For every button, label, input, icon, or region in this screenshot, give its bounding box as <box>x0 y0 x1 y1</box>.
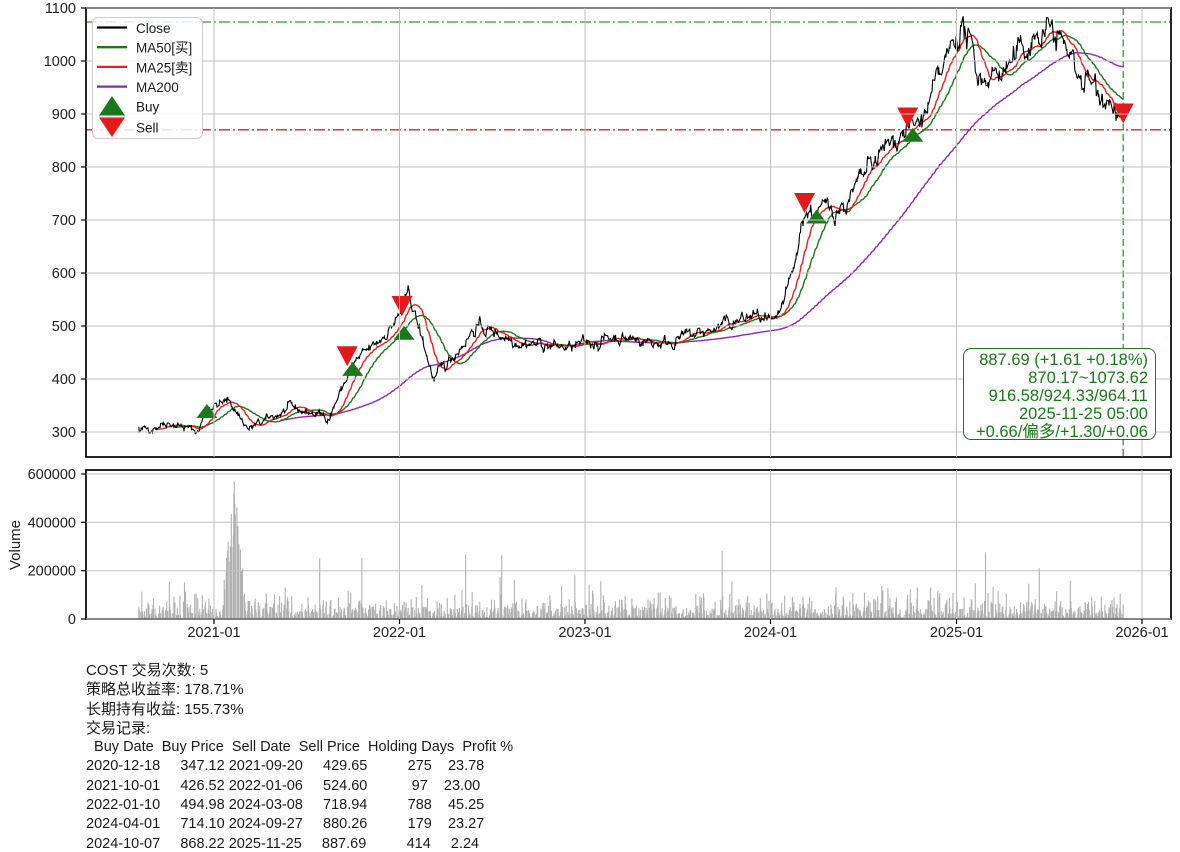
svg-text:2025-11-25 05:00: 2025-11-25 05:00 <box>1019 405 1148 423</box>
svg-text:870.17~1073.62: 870.17~1073.62 <box>1028 369 1148 387</box>
svg-text:+0.66/偏多/+1.30/+0.06: +0.66/偏多/+1.30/+0.06 <box>976 422 1148 441</box>
svg-text:887.69 (+1.61 +0.18%): 887.69 (+1.61 +0.18%) <box>979 351 1148 369</box>
svg-text:916.58/924.33/964.11: 916.58/924.33/964.11 <box>989 387 1148 405</box>
